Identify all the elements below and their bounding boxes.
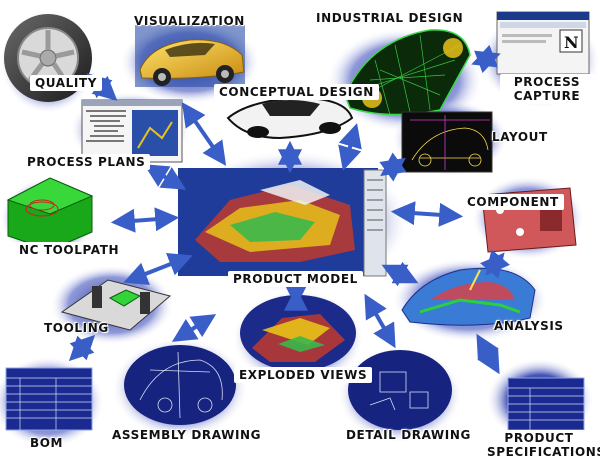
node-label-bom: BOM (30, 436, 64, 450)
analysis-fea-illustration (401, 267, 536, 326)
arrow-nc-product-model (110, 207, 180, 233)
exploded-view-illustration (240, 295, 356, 371)
node-label-process-capture-line2: CAPTURE (513, 89, 581, 103)
node-label-exploded-views: EXPLODED VIEWS (234, 367, 373, 383)
arrow-layout-product-model (379, 152, 407, 182)
node-label-conceptual-design: CONCEPTUAL DESIGN (214, 84, 379, 100)
layout-blueprint-illustration (401, 111, 493, 173)
node-label-analysis: ANALYSIS (494, 319, 564, 333)
product-specs-illustration (507, 377, 585, 431)
product-model-illustration (178, 168, 387, 277)
node-label-layout: LAYOUT (492, 130, 548, 144)
detail-drawing-illustration (348, 350, 452, 430)
svg-text:N: N (564, 33, 579, 52)
node-label-nc-toolpath: NC TOOLPATH (14, 242, 125, 258)
arrow-component-product-model (390, 201, 464, 227)
arrow-assembly-tooling (171, 314, 217, 342)
arrow-capture-industrial (471, 44, 501, 74)
arrow-tooling-product-model (123, 252, 193, 286)
arrow-industrial-product-model (338, 123, 362, 171)
arrow-component-analysis (480, 249, 510, 279)
node-label-component: COMPONENT (462, 194, 564, 210)
node-label-product-model: PRODUCT MODEL (228, 271, 363, 287)
arrow-bom-tooling (68, 334, 96, 362)
node-label-product-specifications-line2: SPECIFICATIONS (487, 445, 600, 459)
assembly-drawing-illustration (124, 345, 236, 425)
arrow-analysis-product-model (381, 261, 419, 287)
conceptual-car-illustration (226, 96, 354, 140)
node-label-process-plans: PROCESS PLANS (22, 154, 151, 170)
visualization-car-illustration (135, 25, 245, 87)
arrow-specs-analysis (476, 333, 500, 375)
node-label-visualization: VISUALIZATION (134, 14, 245, 28)
nc-toolpath-block-illustration (6, 177, 94, 251)
node-label-tooling: TOOLING (44, 321, 109, 335)
node-label-process-capture-line1: PROCESS (513, 75, 581, 89)
arrow-process-plans-product-model (143, 164, 187, 190)
node-label-process-capture: PROCESS CAPTURE (500, 74, 594, 104)
bom-sheet-illustration (5, 367, 93, 431)
arrow-detail-product-model (364, 293, 396, 349)
node-label-assembly-drawing: ASSEMBLY DRAWING (112, 428, 262, 442)
process-plans-window-illustration (81, 99, 183, 163)
node-label-industrial-design: INDUSTRIAL DESIGN (316, 11, 464, 25)
browser-window-illustration: N (496, 11, 590, 75)
tooling-fixture-illustration (60, 279, 172, 331)
arrow-visualization-product-model (181, 102, 227, 166)
node-label-quality: QUALITY (30, 75, 103, 91)
node-label-detail-drawing: DETAIL DRAWING (346, 428, 471, 442)
node-label-product-specifications-line1: PRODUCT (504, 431, 574, 445)
node-label-product-specifications: PRODUCT SPECIFICATIONS (482, 430, 600, 460)
